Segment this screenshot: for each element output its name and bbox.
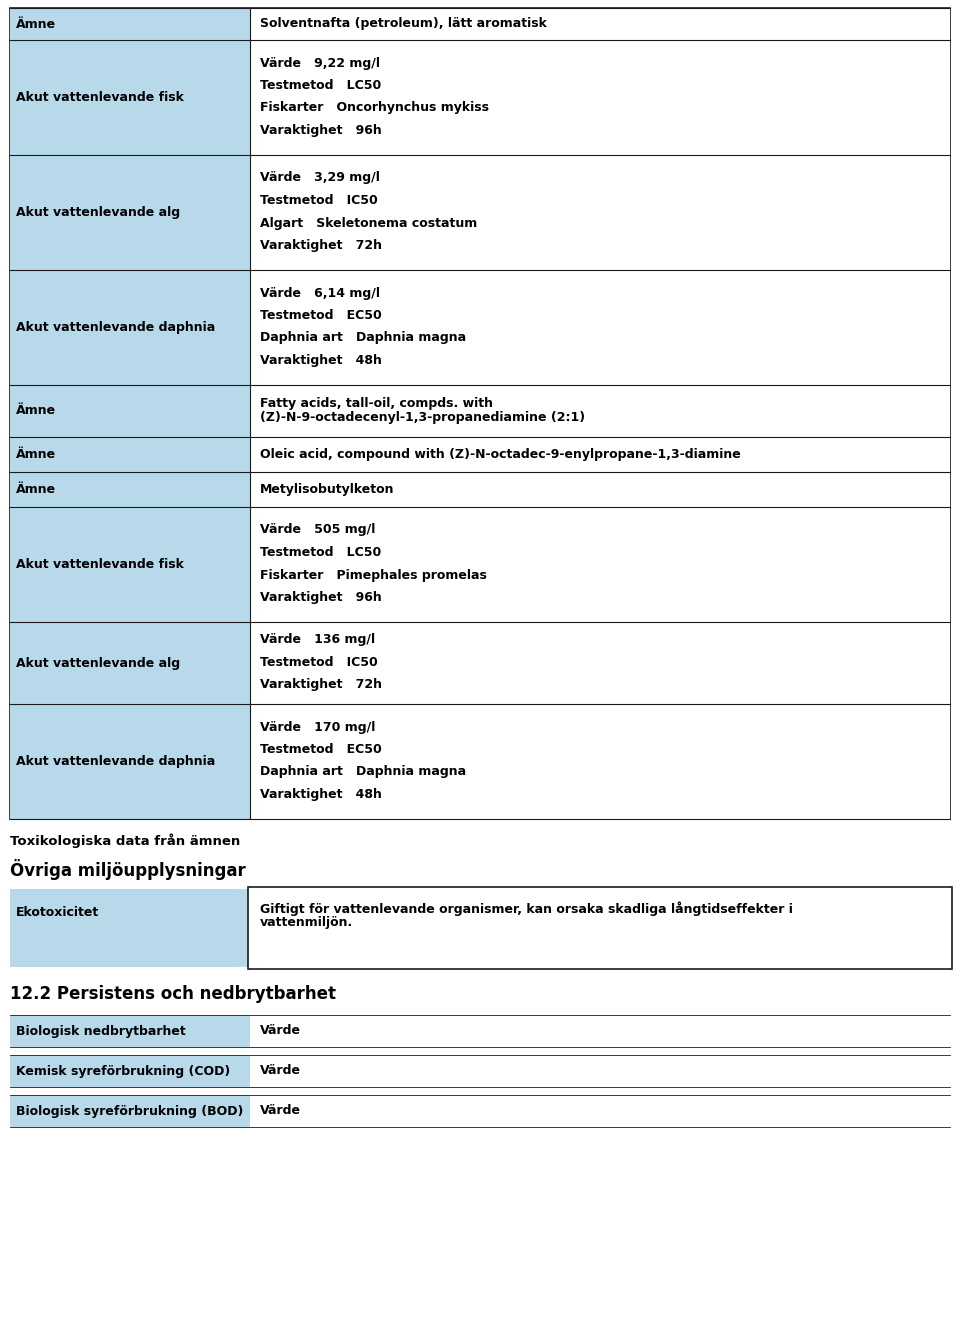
Text: Testmetod   IC50: Testmetod IC50 [259,194,377,207]
Text: Varaktighet   96h: Varaktighet 96h [259,591,381,603]
Text: Daphnia art   Daphnia magna: Daphnia art Daphnia magna [259,766,466,778]
Text: Biologisk syreförbrukning (BOD): Biologisk syreförbrukning (BOD) [15,1105,243,1117]
FancyBboxPatch shape [10,1095,250,1128]
FancyBboxPatch shape [250,40,950,155]
Text: Värde   9,22 mg/l: Värde 9,22 mg/l [259,56,379,70]
FancyBboxPatch shape [250,384,950,437]
FancyBboxPatch shape [250,270,950,384]
Text: Fiskarter   Pimephales promelas: Fiskarter Pimephales promelas [259,569,487,582]
FancyBboxPatch shape [10,1055,250,1087]
Text: Toxikologiska data från ämnen: Toxikologiska data från ämnen [10,833,240,848]
FancyBboxPatch shape [10,437,250,472]
Text: Algart   Skeletonema costatum: Algart Skeletonema costatum [259,216,477,230]
Text: Ämne: Ämne [15,448,56,461]
FancyBboxPatch shape [250,155,950,270]
Text: Värde   6,14 mg/l: Värde 6,14 mg/l [259,286,379,300]
Text: Akut vattenlevande fisk: Akut vattenlevande fisk [15,91,183,103]
Text: Varaktighet   48h: Varaktighet 48h [259,788,381,801]
Text: Varaktighet   48h: Varaktighet 48h [259,353,381,367]
Text: Ämne: Ämne [15,405,56,418]
FancyBboxPatch shape [10,40,250,155]
Text: Testmetod   LC50: Testmetod LC50 [259,546,381,559]
Text: Ämne: Ämne [15,482,56,496]
Text: Akut vattenlevande fisk: Akut vattenlevande fisk [15,558,183,571]
Text: Värde: Värde [259,1105,300,1117]
FancyBboxPatch shape [250,704,950,818]
Text: Värde   505 mg/l: Värde 505 mg/l [259,524,375,536]
Text: Varaktighet   72h: Varaktighet 72h [259,679,382,691]
FancyBboxPatch shape [10,704,250,818]
Text: Testmetod   EC50: Testmetod EC50 [259,309,381,323]
Text: Metylisobutylketon: Metylisobutylketon [259,482,395,496]
Text: Ämne: Ämne [15,17,56,31]
FancyBboxPatch shape [10,270,250,384]
Text: vattenmiljön.: vattenmiljön. [259,917,353,929]
Text: Fiskarter   Oncorhynchus mykiss: Fiskarter Oncorhynchus mykiss [259,102,489,114]
FancyBboxPatch shape [250,472,950,507]
Text: Varaktighet   72h: Varaktighet 72h [259,239,382,253]
FancyBboxPatch shape [10,8,250,40]
FancyBboxPatch shape [250,507,950,622]
Text: Testmetod   IC50: Testmetod IC50 [259,656,377,669]
Text: Ekotoxicitet: Ekotoxicitet [15,906,99,919]
FancyBboxPatch shape [250,437,950,472]
Text: Värde   170 mg/l: Värde 170 mg/l [259,720,375,734]
Text: Akut vattenlevande alg: Akut vattenlevande alg [15,206,180,219]
FancyBboxPatch shape [10,507,250,622]
FancyBboxPatch shape [250,622,950,704]
Text: Övriga miljöupplysningar: Övriga miljöupplysningar [10,859,246,880]
FancyBboxPatch shape [250,8,950,40]
FancyBboxPatch shape [10,155,250,270]
Text: Akut vattenlevande alg: Akut vattenlevande alg [15,656,180,669]
Text: 12.2 Persistens och nedbrytbarhet: 12.2 Persistens och nedbrytbarhet [10,985,336,1003]
Text: Värde: Värde [259,1024,300,1038]
Text: Oleic acid, compound with (Z)-N-octadec-9-enylpropane-1,3-diamine: Oleic acid, compound with (Z)-N-octadec-… [259,448,740,461]
Text: Värde   136 mg/l: Värde 136 mg/l [259,633,374,646]
Text: Giftigt för vattenlevande organismer, kan orsaka skadliga långtidseffekter i: Giftigt för vattenlevande organismer, ka… [259,900,792,915]
Text: Varaktighet   96h: Varaktighet 96h [259,124,381,137]
FancyBboxPatch shape [248,887,952,969]
Text: Testmetod   EC50: Testmetod EC50 [259,743,381,755]
Text: Fatty acids, tall-oil, compds. with: Fatty acids, tall-oil, compds. with [259,396,492,410]
FancyBboxPatch shape [10,1015,250,1047]
FancyBboxPatch shape [10,384,250,437]
Text: Daphnia art   Daphnia magna: Daphnia art Daphnia magna [259,332,466,344]
Text: (Z)-N-9-octadecenyl-1,3-propanediamine (2:1): (Z)-N-9-octadecenyl-1,3-propanediamine (… [259,411,585,423]
Text: Värde: Värde [259,1064,300,1078]
FancyBboxPatch shape [10,622,250,704]
FancyBboxPatch shape [10,888,250,966]
FancyBboxPatch shape [10,472,250,507]
Text: Testmetod   LC50: Testmetod LC50 [259,79,381,91]
Text: Kemisk syreförbrukning (COD): Kemisk syreförbrukning (COD) [15,1064,229,1078]
Text: Akut vattenlevande daphnia: Akut vattenlevande daphnia [15,321,215,335]
Text: Solventnafta (petroleum), lätt aromatisk: Solventnafta (petroleum), lätt aromatisk [259,17,546,31]
Text: Värde   3,29 mg/l: Värde 3,29 mg/l [259,172,379,184]
Text: Akut vattenlevande daphnia: Akut vattenlevande daphnia [15,755,215,767]
Text: Biologisk nedbrytbarhet: Biologisk nedbrytbarhet [15,1024,185,1038]
